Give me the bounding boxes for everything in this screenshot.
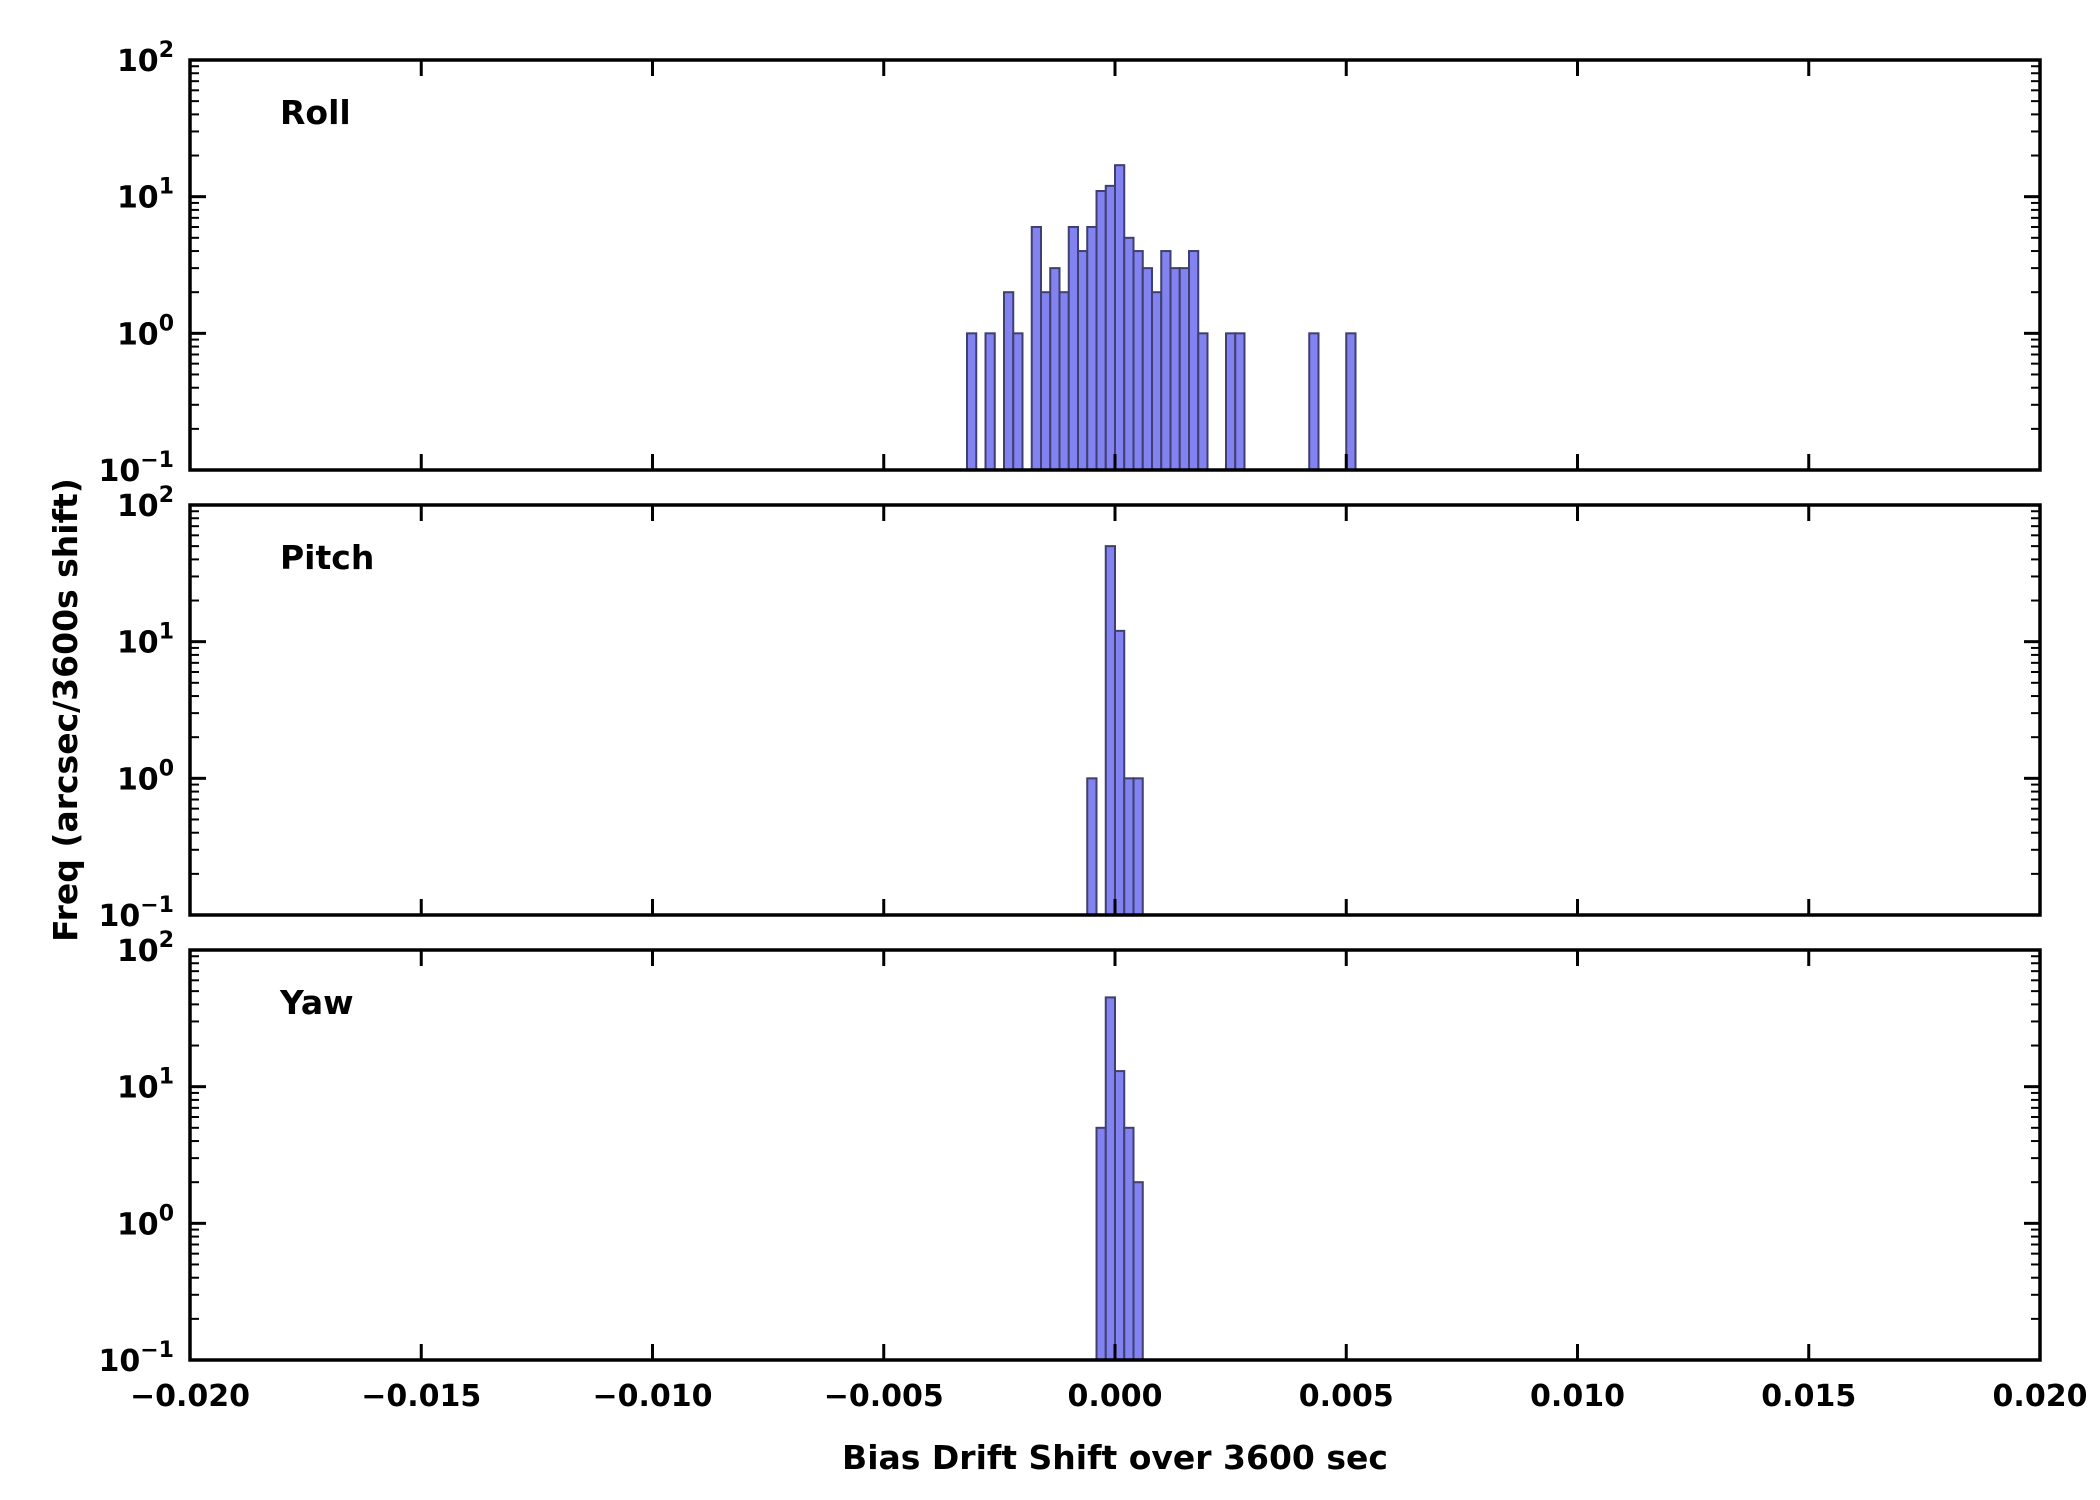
- histogram-bar: [1160, 250, 1172, 471]
- histogram-bar: [1095, 190, 1107, 471]
- histogram-bar: [1003, 291, 1015, 471]
- y-tick-label: 102: [117, 483, 174, 524]
- tick-marks: [188, 58, 2042, 472]
- histogram-bar: [1030, 225, 1042, 471]
- x-tick-label: 0.010: [1530, 1379, 1625, 1414]
- histogram-bar: [1114, 164, 1126, 471]
- y-tick-label: 100: [117, 1201, 174, 1242]
- panel-yaw: 10−1 100 101 102 Yaw: [99, 928, 2042, 1379]
- histogram-bar: [1188, 250, 1200, 471]
- histogram-bar: [1049, 267, 1061, 471]
- x-tick-label: 0.015: [1761, 1379, 1856, 1414]
- histogram-bar: [1077, 250, 1089, 471]
- histogram-bar: [1234, 332, 1246, 471]
- histogram-bar: [1151, 291, 1163, 471]
- histogram-bar: [1086, 777, 1098, 917]
- histogram-bar: [1104, 996, 1116, 1361]
- y-tick-label: 102: [117, 38, 174, 79]
- panel-label-pitch: Pitch: [280, 538, 374, 577]
- histogram-bar: [1123, 777, 1135, 917]
- x-tick-label: −0.020: [130, 1379, 250, 1414]
- histogram-bar: [1225, 332, 1237, 471]
- tick-marks: [188, 948, 2042, 1362]
- histogram-bar: [1086, 225, 1098, 471]
- y-tick-label: 101: [117, 1065, 174, 1106]
- histogram-bars: [1086, 545, 1144, 917]
- x-tick-label: −0.010: [592, 1379, 712, 1414]
- histogram-bar: [1114, 1070, 1126, 1361]
- y-tick-label: 10−1: [99, 1338, 175, 1379]
- panel-roll: 10−1 100 101 102 Roll: [99, 38, 2042, 489]
- histogram-bar: [1132, 250, 1144, 471]
- histogram-bars: [966, 164, 1357, 471]
- tick-marks: [188, 503, 2042, 917]
- histogram-bar: [1104, 545, 1116, 916]
- histogram-bar: [1132, 777, 1144, 917]
- histogram-bar: [1067, 225, 1079, 471]
- histogram-bar: [1114, 629, 1126, 916]
- histogram-bar: [1308, 332, 1320, 471]
- x-tick-label: 0.000: [1068, 1379, 1163, 1414]
- histogram-bar: [1123, 1126, 1135, 1362]
- histogram-bar: [1132, 1181, 1144, 1361]
- histogram-bar: [1012, 332, 1024, 471]
- panel-pitch: 10−1 100 101 102 Pitch: [99, 483, 2042, 934]
- histogram-bar: [984, 332, 996, 471]
- histogram-bar: [1141, 267, 1153, 471]
- x-axis-label: Bias Drift Shift over 3600 sec: [842, 1438, 1388, 1477]
- histogram-bar: [1169, 267, 1181, 471]
- histogram-bar: [1095, 1126, 1107, 1362]
- x-tick-label: 0.020: [1993, 1379, 2088, 1414]
- histogram-bar: [1058, 291, 1070, 471]
- y-axis-label: Freq (arcsec/3600s shift): [46, 478, 85, 942]
- panel-label-roll: Roll: [280, 93, 351, 132]
- y-tick-label: 10−1: [99, 893, 175, 934]
- y-tick-label: 100: [117, 311, 174, 352]
- histogram-bar: [1104, 184, 1116, 471]
- y-tick-label: 10−1: [99, 448, 175, 489]
- histogram-bar: [966, 332, 978, 471]
- x-tick-label: 0.005: [1299, 1379, 1394, 1414]
- histogram-bars: [1095, 996, 1144, 1362]
- histogram-bar: [1345, 332, 1357, 471]
- histogram-bar: [1178, 267, 1190, 471]
- histogram-bar: [1197, 332, 1209, 471]
- panel-label-yaw: Yaw: [279, 983, 354, 1022]
- histogram-bar: [1123, 236, 1135, 471]
- x-tick-labels: −0.020 −0.015 −0.010 −0.005 0.000 0.005 0.010 0…: [130, 1379, 2087, 1414]
- x-tick-label: −0.005: [824, 1379, 944, 1414]
- y-tick-label: 101: [117, 620, 174, 661]
- y-tick-label: 102: [117, 928, 174, 969]
- y-tick-label: 101: [117, 175, 174, 216]
- x-tick-label: −0.015: [361, 1379, 481, 1414]
- y-tick-label: 100: [117, 756, 174, 797]
- histogram-bar: [1040, 291, 1052, 471]
